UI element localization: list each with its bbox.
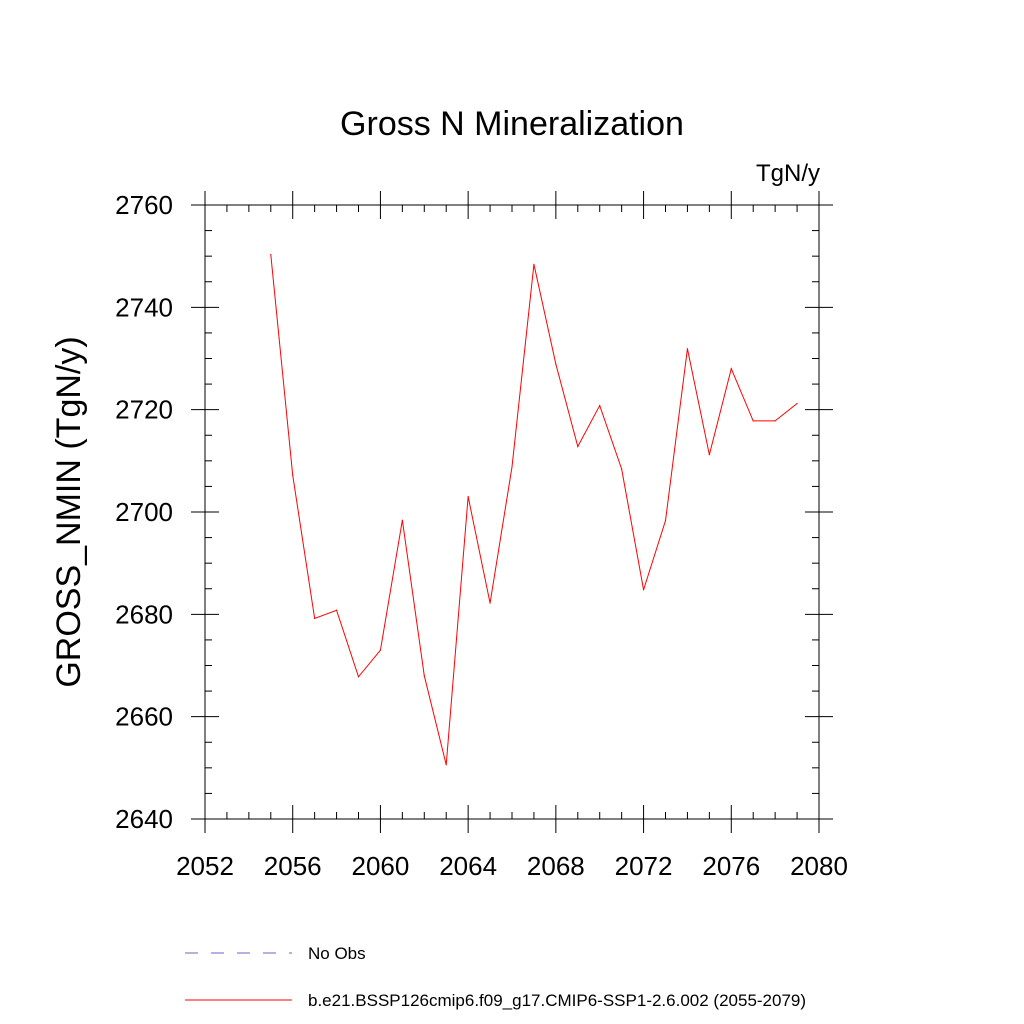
x-tick-label: 2052	[176, 851, 234, 881]
legend-label: No Obs	[308, 944, 366, 963]
data-point	[796, 402, 798, 405]
y-tick-label: 2760	[115, 190, 173, 220]
x-tick-label: 2072	[615, 851, 673, 881]
data-point	[335, 609, 338, 611]
legend-label: b.e21.BSSP126cmip6.f09_g17.CMIP6-SSP1-2.…	[308, 991, 806, 1010]
series-line	[270, 254, 798, 765]
units-label: TgN/y	[756, 160, 820, 187]
x-tick-label: 2076	[702, 851, 760, 881]
data-point	[270, 254, 272, 256]
y-tick-label: 2720	[115, 395, 173, 425]
data-point	[621, 468, 623, 470]
y-tick-label: 2700	[115, 497, 173, 527]
data-point	[379, 649, 382, 651]
data-point	[599, 404, 601, 407]
data-point	[774, 420, 776, 422]
data-point	[314, 617, 316, 620]
data-point	[752, 420, 754, 422]
data-point	[577, 445, 579, 448]
data-point	[401, 519, 403, 521]
data-point	[292, 474, 294, 476]
series-layer	[270, 254, 798, 766]
data-point	[730, 368, 732, 370]
axis-ticks	[191, 191, 833, 833]
x-tick-label: 2056	[264, 851, 322, 881]
data-point	[708, 454, 710, 456]
data-point	[489, 602, 491, 604]
data-point	[445, 764, 447, 766]
data-point	[511, 466, 513, 468]
data-point	[664, 520, 667, 522]
y-tick-label: 2680	[115, 599, 173, 629]
data-point	[555, 363, 557, 365]
plot-frame	[204, 204, 820, 820]
chart-title: Gross N Mineralization	[340, 105, 684, 143]
x-tick-label: 2080	[790, 851, 848, 881]
data-point	[642, 589, 645, 591]
data-point	[357, 676, 360, 678]
axis-tick-labels: 2052 2056 2060 2064 2068 2072 2076 2080 2640 2660…	[115, 190, 848, 881]
data-point	[423, 675, 425, 677]
x-tick-label: 2060	[352, 851, 410, 881]
y-axis-label: GROSS_NMIN (TgN/y)	[50, 336, 88, 687]
x-tick-label: 2064	[439, 851, 497, 881]
x-tick-label: 2068	[527, 851, 585, 881]
y-tick-label: 2660	[115, 702, 173, 732]
legend: No Obs b.e21.BSSP126cmip6.f09_g17.CMIP6-S…	[185, 944, 806, 1010]
data-point	[686, 348, 689, 350]
data-point	[467, 496, 469, 498]
y-tick-label: 2740	[115, 292, 173, 322]
y-tick-label: 2640	[115, 804, 173, 834]
data-point	[533, 263, 535, 265]
